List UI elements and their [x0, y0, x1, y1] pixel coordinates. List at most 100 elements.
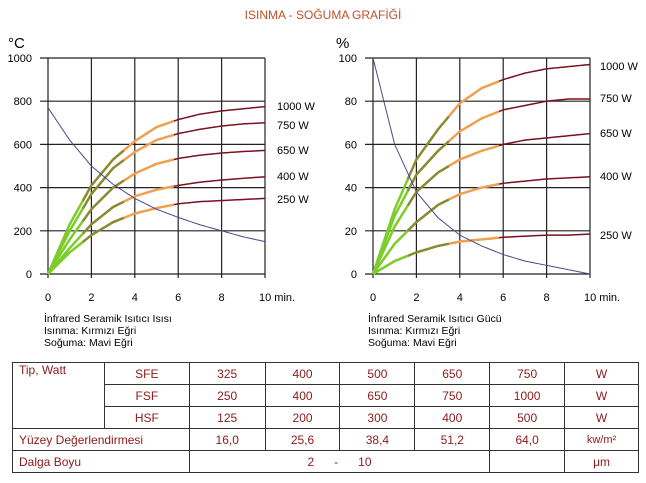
- cell: FSF: [103, 384, 190, 407]
- x-tick-label: 6: [175, 292, 181, 304]
- wave-label: Dalga Boyu: [12, 450, 190, 473]
- heating-curve-segment: [123, 185, 175, 203]
- heating-curve-segment: [406, 164, 450, 207]
- caption-line: İnfrared Seramik Isıtıcı Isısı: [44, 313, 172, 325]
- x-tick-label: 2: [413, 292, 419, 304]
- x-tick-label: 4: [132, 292, 138, 304]
- cell: μm: [564, 450, 639, 473]
- heating-curve-segment: [81, 216, 125, 244]
- cell: 500: [339, 362, 416, 385]
- cell: 1000: [489, 384, 566, 407]
- cell: 51,2: [414, 428, 491, 451]
- x-tick-label: 10 min.: [584, 292, 620, 304]
- cell: W: [564, 362, 639, 385]
- cell: kw/m²: [564, 428, 639, 451]
- heating-curve-segment: [123, 158, 175, 182]
- cell: 64,0: [489, 428, 566, 451]
- heating-curve-segment: [498, 176, 591, 185]
- table-row: Dalga Boyu 2 - 10 μm: [12, 450, 639, 473]
- cell: 38,4: [339, 428, 416, 451]
- heating-curve-segment: [81, 200, 125, 235]
- heating-curve-segment: [173, 197, 266, 206]
- heating-curve-segment: [407, 242, 450, 258]
- series-label: 400 W: [277, 171, 309, 183]
- cell: 750: [414, 384, 491, 407]
- heating-curve-segment: [123, 133, 175, 162]
- heating-curve-segment: [447, 80, 500, 118]
- y-tick-label: 200: [14, 226, 32, 238]
- wave-dash: -: [334, 454, 339, 469]
- heating-curve-segment: [448, 182, 500, 201]
- wave-range: 2 - 10: [188, 450, 491, 473]
- heating-curve-segment: [448, 144, 500, 168]
- cell: W: [564, 406, 639, 429]
- wave-to: 10: [358, 454, 372, 469]
- heating-curve-segment: [371, 229, 409, 275]
- series-label: 250 W: [600, 230, 632, 242]
- y-axis-label: %: [336, 35, 349, 52]
- caption-line: Soğuma: Mavi Eğri: [368, 337, 457, 349]
- series-label: 750 W: [277, 120, 309, 132]
- y-tick-label: 20: [345, 226, 357, 238]
- right-caption: İnfrared Seramik Isıtıcı Gücü Isınma: Kı…: [368, 313, 502, 349]
- cell: 300: [339, 406, 416, 429]
- surface-label: Yüzey Değerlendirmesi: [12, 428, 190, 451]
- heating-curve-segment: [47, 241, 84, 275]
- series-label: 1000 W: [277, 101, 316, 113]
- cell: 400: [414, 406, 491, 429]
- cell: 400: [264, 362, 341, 385]
- heating-curve-segment: [371, 205, 409, 275]
- heating-curve-segment: [498, 63, 591, 83]
- cell: 325: [188, 362, 266, 385]
- cell: SFE: [103, 362, 190, 385]
- caption-line: Isınma: Kırmızı Eğri: [368, 325, 461, 337]
- heating-curve-segment: [406, 115, 450, 180]
- heating-curve-segment: [448, 110, 500, 143]
- cell: 400: [264, 384, 341, 407]
- series-label: 650 W: [277, 145, 309, 157]
- table-row: FSF 250 400 650 750 1000 W: [13, 384, 639, 407]
- cell: 500: [489, 406, 566, 429]
- x-tick-label: 2: [88, 292, 94, 304]
- series-label: 650 W: [600, 128, 632, 140]
- heating-curve-segment: [372, 254, 409, 276]
- heating-curve-segment: [46, 220, 84, 275]
- x-tick-label: 4: [457, 292, 463, 304]
- cell: 16,0: [188, 428, 266, 451]
- cooling-curve: [372, 57, 591, 275]
- heating-curve-segment: [173, 149, 266, 161]
- y-tick-label: 800: [14, 96, 32, 108]
- x-tick-label: 8: [219, 292, 225, 304]
- cell: 250: [188, 384, 266, 407]
- heating-curve-segment: [123, 119, 175, 152]
- series-label: 400 W: [600, 171, 632, 183]
- table-row: Yüzey Değerlendirmesi 16,0 25,6 38,4 51,2 64,…: [12, 428, 639, 451]
- heating-curve-segment: [123, 203, 175, 220]
- x-tick-label: 0: [370, 292, 376, 304]
- cooling-curve: [47, 107, 266, 243]
- y-tick-label: 400: [14, 183, 32, 195]
- left-caption: İnfrared Seramik Isıtıcı Isısı Isınma: K…: [44, 313, 172, 349]
- heating-curve-segment: [448, 236, 499, 245]
- y-tick-label: 60: [345, 139, 357, 151]
- x-tick-label: 10 min.: [259, 292, 295, 304]
- cell: W: [564, 384, 639, 407]
- tip-label: Tip, Watt: [12, 362, 105, 429]
- heating-curve-segment: [173, 105, 266, 122]
- cell: 650: [339, 384, 416, 407]
- heating-curve-segment: [81, 159, 125, 210]
- heating-curve-segment: [173, 122, 266, 136]
- heating-curve-segment: [173, 176, 266, 188]
- wave-from: 2: [307, 454, 315, 469]
- heating-curve-segment: [498, 98, 590, 113]
- y-tick-label: 80: [345, 96, 357, 108]
- caption-line: Isınma: Kırmızı Eğri: [44, 325, 137, 337]
- series-label: 750 W: [600, 93, 632, 105]
- caption-line: Soğuma: Mavi Eğri: [44, 337, 133, 349]
- x-tick-label: 8: [544, 292, 550, 304]
- y-tick-label: 600: [14, 139, 32, 151]
- series-label: 1000 W: [600, 61, 639, 73]
- series-label: 250 W: [277, 194, 309, 206]
- chart-title: ISINMA - SOĞUMA GRAFİĞİ: [244, 8, 402, 22]
